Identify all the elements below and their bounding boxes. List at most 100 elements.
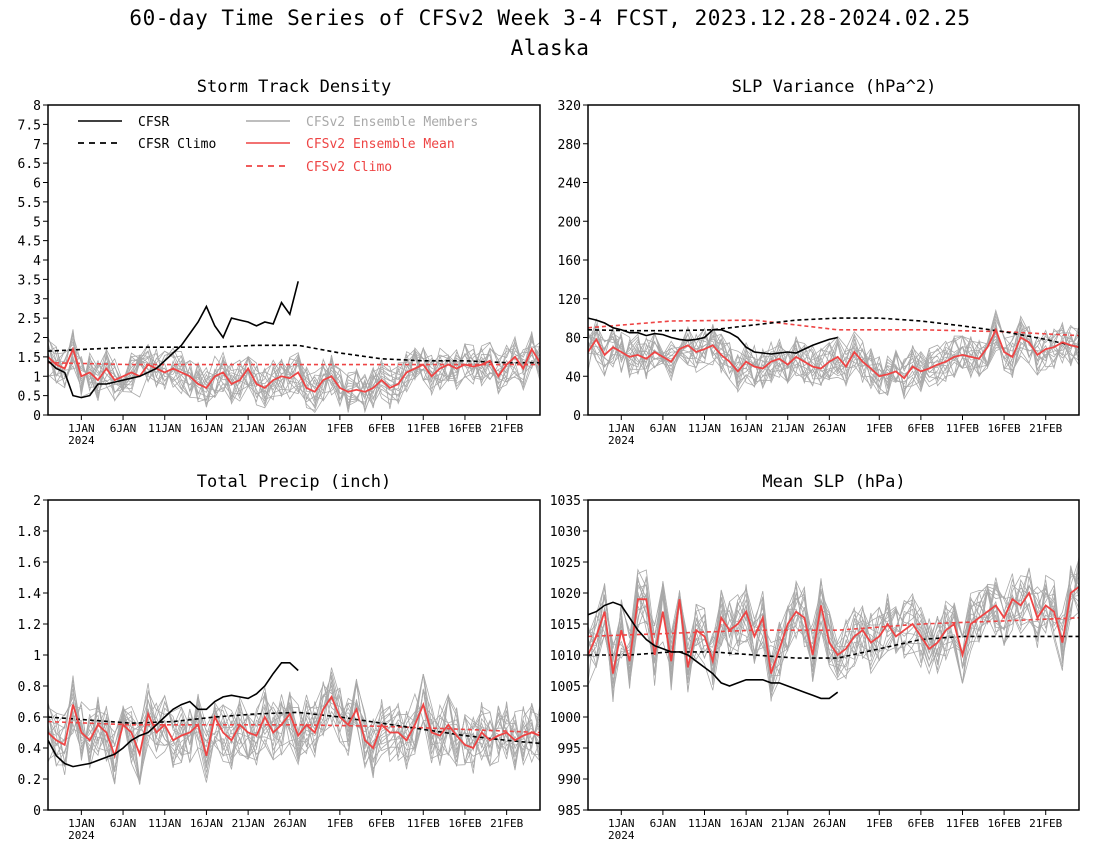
x-tick-label: 6FEB (908, 422, 935, 435)
ensemble-mean-line (48, 695, 540, 759)
x-tick-sublabel: 2024 (68, 829, 95, 842)
y-tick-label: 4 (33, 254, 41, 269)
y-tick-label: 0.4 (18, 742, 42, 757)
ensemble-mean-line (48, 346, 540, 393)
x-tick-label: 6FEB (368, 817, 395, 830)
legend-label: CFSR Climo (138, 137, 216, 152)
x-tick-sublabel: 2024 (608, 829, 635, 842)
x-tick-label: 16JAN (190, 422, 223, 435)
x-tick-label: 11JAN (148, 817, 181, 830)
x-tick-label: 11FEB (407, 817, 440, 830)
y-tick-label: 0 (573, 409, 581, 424)
chart-panel-4: Mean SLP (hPa) 985 990 995 1000 1005 1010 1015 1… (550, 472, 1080, 842)
y-tick-label: 240 (558, 177, 581, 192)
y-tick-label: 985 (558, 804, 581, 819)
y-tick-label: 990 (558, 773, 581, 788)
ensemble-mean-line (588, 327, 1079, 380)
y-tick-label: 2.5 (18, 312, 41, 327)
legend-label: CFSR (138, 115, 169, 130)
y-tick-label: 40 (565, 370, 581, 385)
x-tick-label: 26JAN (813, 817, 846, 830)
x-tick-label: 11JAN (148, 422, 181, 435)
x-tick-label: 21JAN (771, 422, 804, 435)
x-tick-label: 1FEB (866, 422, 893, 435)
cfsv2-climo-line (588, 617, 1079, 638)
y-tick-label: 1015 (550, 618, 581, 633)
chart-title: Total Precip (inch) (197, 472, 391, 492)
ensemble-member-line (48, 347, 540, 402)
y-tick-label: 1.4 (18, 587, 42, 602)
y-tick-label: 2 (33, 332, 41, 347)
x-tick-label: 6JAN (650, 817, 677, 830)
y-tick-label: 7.5 (18, 118, 41, 133)
chart-panel-2: SLP Variance (hPa^2) 0 40 80 120 160 200 240 280… (558, 77, 1080, 447)
ensemble-member-line (588, 321, 1079, 396)
y-tick-label: 160 (558, 254, 581, 269)
legend-label: CFSv2 Ensemble Mean (306, 137, 455, 152)
ensemble-member-line (48, 332, 540, 403)
y-tick-label: 1020 (550, 587, 581, 602)
y-tick-label: 200 (558, 215, 581, 230)
chart-title: Mean SLP (hPa) (762, 472, 905, 492)
ensemble-member-line (588, 315, 1079, 394)
x-tick-label: 16FEB (448, 817, 481, 830)
x-tick-label: 11FEB (946, 422, 979, 435)
plot-frame (47, 104, 541, 416)
y-tick-label: 1.2 (18, 618, 41, 633)
y-tick-label: 7 (33, 138, 41, 153)
y-tick-label: 3 (33, 293, 41, 308)
x-tick-label: 16FEB (448, 422, 481, 435)
x-tick-label: 21FEB (1029, 817, 1062, 830)
y-tick-label: 1005 (550, 680, 581, 695)
plot-frame (587, 499, 1080, 811)
x-tick-label: 21JAN (232, 422, 265, 435)
x-tick-label: 21JAN (771, 817, 804, 830)
x-tick-label: 21FEB (1029, 422, 1062, 435)
y-tick-label: 1010 (550, 649, 581, 664)
cfsv2-climo-line (588, 319, 1079, 337)
y-tick-label: 0.2 (18, 773, 41, 788)
x-tick-label: 16JAN (730, 422, 763, 435)
y-tick-label: 5 (33, 215, 41, 230)
x-tick-label: 16JAN (190, 817, 223, 830)
y-tick-label: 1000 (550, 711, 581, 726)
x-tick-label: 21JAN (232, 817, 265, 830)
legend-label: CFSv2 Ensemble Members (306, 115, 478, 130)
plot-frame (587, 104, 1080, 416)
chart-panel-1: Storm Track Density 0 0.5 1 1.5 2 2.5 3 3.5 4 4.5 5… (18, 77, 541, 447)
y-tick-label: 1 (33, 370, 41, 385)
y-tick-label: 4.5 (18, 235, 41, 250)
cfsr-line (48, 662, 299, 768)
y-tick-label: 1.5 (18, 351, 41, 366)
y-tick-label: 0.6 (18, 711, 41, 726)
y-tick-label: 280 (558, 138, 581, 153)
x-tick-label: 1FEB (327, 422, 354, 435)
ensemble-member-line (48, 337, 540, 409)
x-tick-label: 6JAN (110, 817, 137, 830)
x-tick-label: 1JAN (68, 422, 95, 435)
ensemble-member-line (588, 321, 1079, 391)
plot-area (588, 556, 1079, 703)
y-tick-label: 120 (558, 293, 581, 308)
ensemble-member-line (48, 673, 540, 784)
y-tick-label: 8 (33, 99, 41, 114)
x-tick-label: 6FEB (908, 817, 935, 830)
y-tick-label: 0.5 (18, 390, 41, 405)
cfsr-line (588, 601, 839, 700)
x-tick-label: 16FEB (988, 817, 1021, 830)
x-tick-label: 26JAN (813, 422, 846, 435)
y-tick-label: 3.5 (18, 273, 41, 288)
chart-title: SLP Variance (hPa^2) (732, 77, 937, 97)
y-tick-label: 1025 (550, 556, 581, 571)
ensemble-member-line (48, 346, 540, 409)
x-tick-label: 6JAN (110, 422, 137, 435)
x-tick-label: 16JAN (730, 817, 763, 830)
plot-area (588, 308, 1079, 400)
y-tick-label: 5.5 (18, 196, 41, 211)
ensemble-member-line (48, 693, 540, 772)
ensemble-mean-line (588, 586, 1079, 674)
ensemble-member-line (588, 565, 1079, 686)
x-tick-label: 6FEB (368, 422, 395, 435)
x-tick-label: 11JAN (688, 817, 721, 830)
